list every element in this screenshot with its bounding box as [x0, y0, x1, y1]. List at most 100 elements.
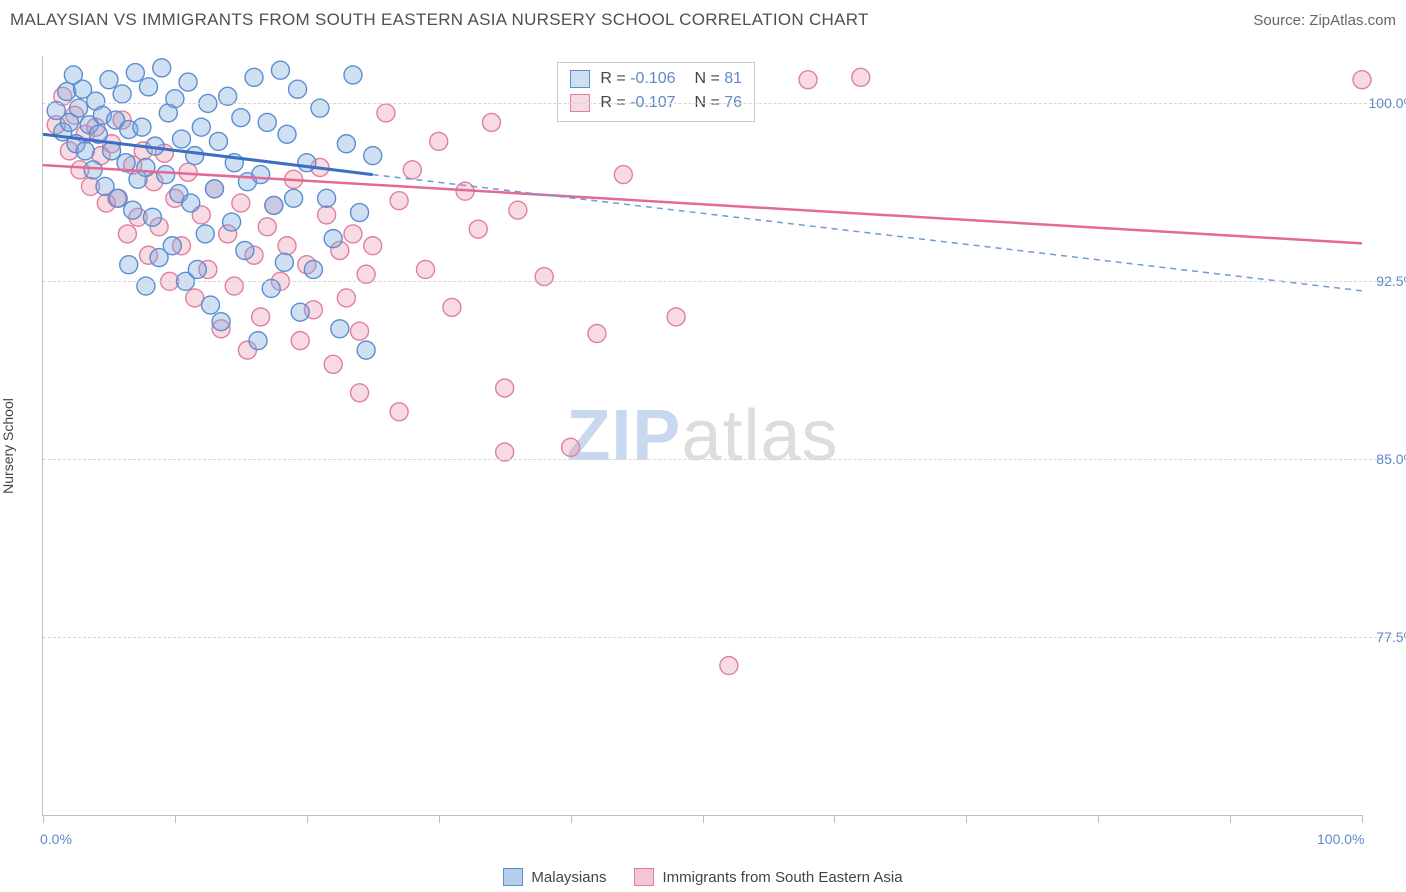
data-point [252, 166, 270, 184]
legend-row-0: R = -0.106 N = 81 [570, 67, 742, 91]
xtick [43, 815, 44, 823]
data-point [852, 68, 870, 86]
data-point [196, 225, 214, 243]
xtick [966, 815, 967, 823]
data-point [192, 118, 210, 136]
data-point [291, 303, 309, 321]
data-point [205, 180, 223, 198]
data-point [403, 161, 421, 179]
data-point [186, 147, 204, 165]
bottom-legend: Malaysians Immigrants from South Eastern… [0, 868, 1406, 886]
chart-container: MALAYSIAN VS IMMIGRANTS FROM SOUTH EASTE… [0, 0, 1406, 892]
data-point [252, 308, 270, 326]
data-point [390, 403, 408, 421]
data-point [667, 308, 685, 326]
data-point [223, 213, 241, 231]
data-point [509, 201, 527, 219]
data-point [76, 142, 94, 160]
data-point [124, 201, 142, 219]
data-point [1353, 71, 1371, 89]
data-point [143, 208, 161, 226]
bottom-swatch-0 [503, 868, 523, 886]
data-point [232, 109, 250, 127]
ytick-label: 85.0% [1376, 451, 1406, 467]
data-point [344, 225, 362, 243]
trend-line [373, 175, 1362, 291]
xtick [703, 815, 704, 823]
data-point [258, 113, 276, 131]
data-point [351, 204, 369, 222]
data-point [799, 71, 817, 89]
data-point [482, 113, 500, 131]
x-last-label: 100.0% [1317, 831, 1364, 847]
data-point [58, 83, 76, 101]
xtick [834, 815, 835, 823]
data-point [133, 118, 151, 136]
gridline-h [43, 281, 1392, 282]
data-point [390, 192, 408, 210]
data-point [614, 166, 632, 184]
data-point [202, 296, 220, 314]
data-point [275, 253, 293, 271]
data-point [278, 237, 296, 255]
data-point [245, 68, 263, 86]
data-point [331, 320, 349, 338]
data-point [271, 61, 289, 79]
data-point [209, 132, 227, 150]
xtick [1362, 815, 1363, 823]
xtick [571, 815, 572, 823]
ytick-label: 92.5% [1376, 273, 1406, 289]
data-point [137, 277, 155, 295]
data-point [364, 147, 382, 165]
ytick-label: 77.5% [1376, 629, 1406, 645]
data-point [118, 225, 136, 243]
source-label: Source: [1253, 12, 1305, 29]
data-point [535, 268, 553, 286]
data-point [265, 196, 283, 214]
legend-n-0: N = 81 [686, 67, 742, 91]
data-point [113, 85, 131, 103]
data-point [212, 313, 230, 331]
xtick [439, 815, 440, 823]
bottom-legend-item-0: Malaysians [503, 868, 606, 886]
plot-area: ZIPatlas R = -0.106 N = 81 R = -0.107 N … [42, 56, 1362, 816]
data-point [70, 99, 88, 117]
data-point [351, 322, 369, 340]
data-point [172, 130, 190, 148]
data-point [179, 73, 197, 91]
data-point [304, 260, 322, 278]
data-point [588, 325, 606, 343]
data-point [311, 99, 329, 117]
data-point [232, 194, 250, 212]
data-point [337, 135, 355, 153]
gridline-h [43, 459, 1392, 460]
data-point [324, 355, 342, 373]
data-point [318, 189, 336, 207]
data-point [318, 206, 336, 224]
gridline-h [43, 637, 1392, 638]
data-point [430, 132, 448, 150]
data-point [344, 66, 362, 84]
data-point [126, 64, 144, 82]
data-point [562, 438, 580, 456]
data-point [337, 289, 355, 307]
data-point [443, 298, 461, 316]
legend-r-0: R = -0.106 [600, 67, 675, 91]
data-point [100, 71, 118, 89]
title-bar: MALAYSIAN VS IMMIGRANTS FROM SOUTH EASTE… [10, 10, 1396, 30]
data-point [298, 154, 316, 172]
chart-svg [43, 56, 1362, 815]
data-point [720, 657, 738, 675]
data-point [163, 237, 181, 255]
data-point [153, 59, 171, 77]
data-point [417, 260, 435, 278]
data-point [157, 166, 175, 184]
data-point [166, 90, 184, 108]
data-point [236, 241, 254, 259]
bottom-legend-item-1: Immigrants from South Eastern Asia [634, 868, 902, 886]
chart-title: MALAYSIAN VS IMMIGRANTS FROM SOUTH EASTE… [10, 10, 869, 30]
xtick [175, 815, 176, 823]
source-value: ZipAtlas.com [1309, 12, 1396, 29]
data-point [289, 80, 307, 98]
bottom-label-1: Immigrants from South Eastern Asia [662, 869, 902, 886]
